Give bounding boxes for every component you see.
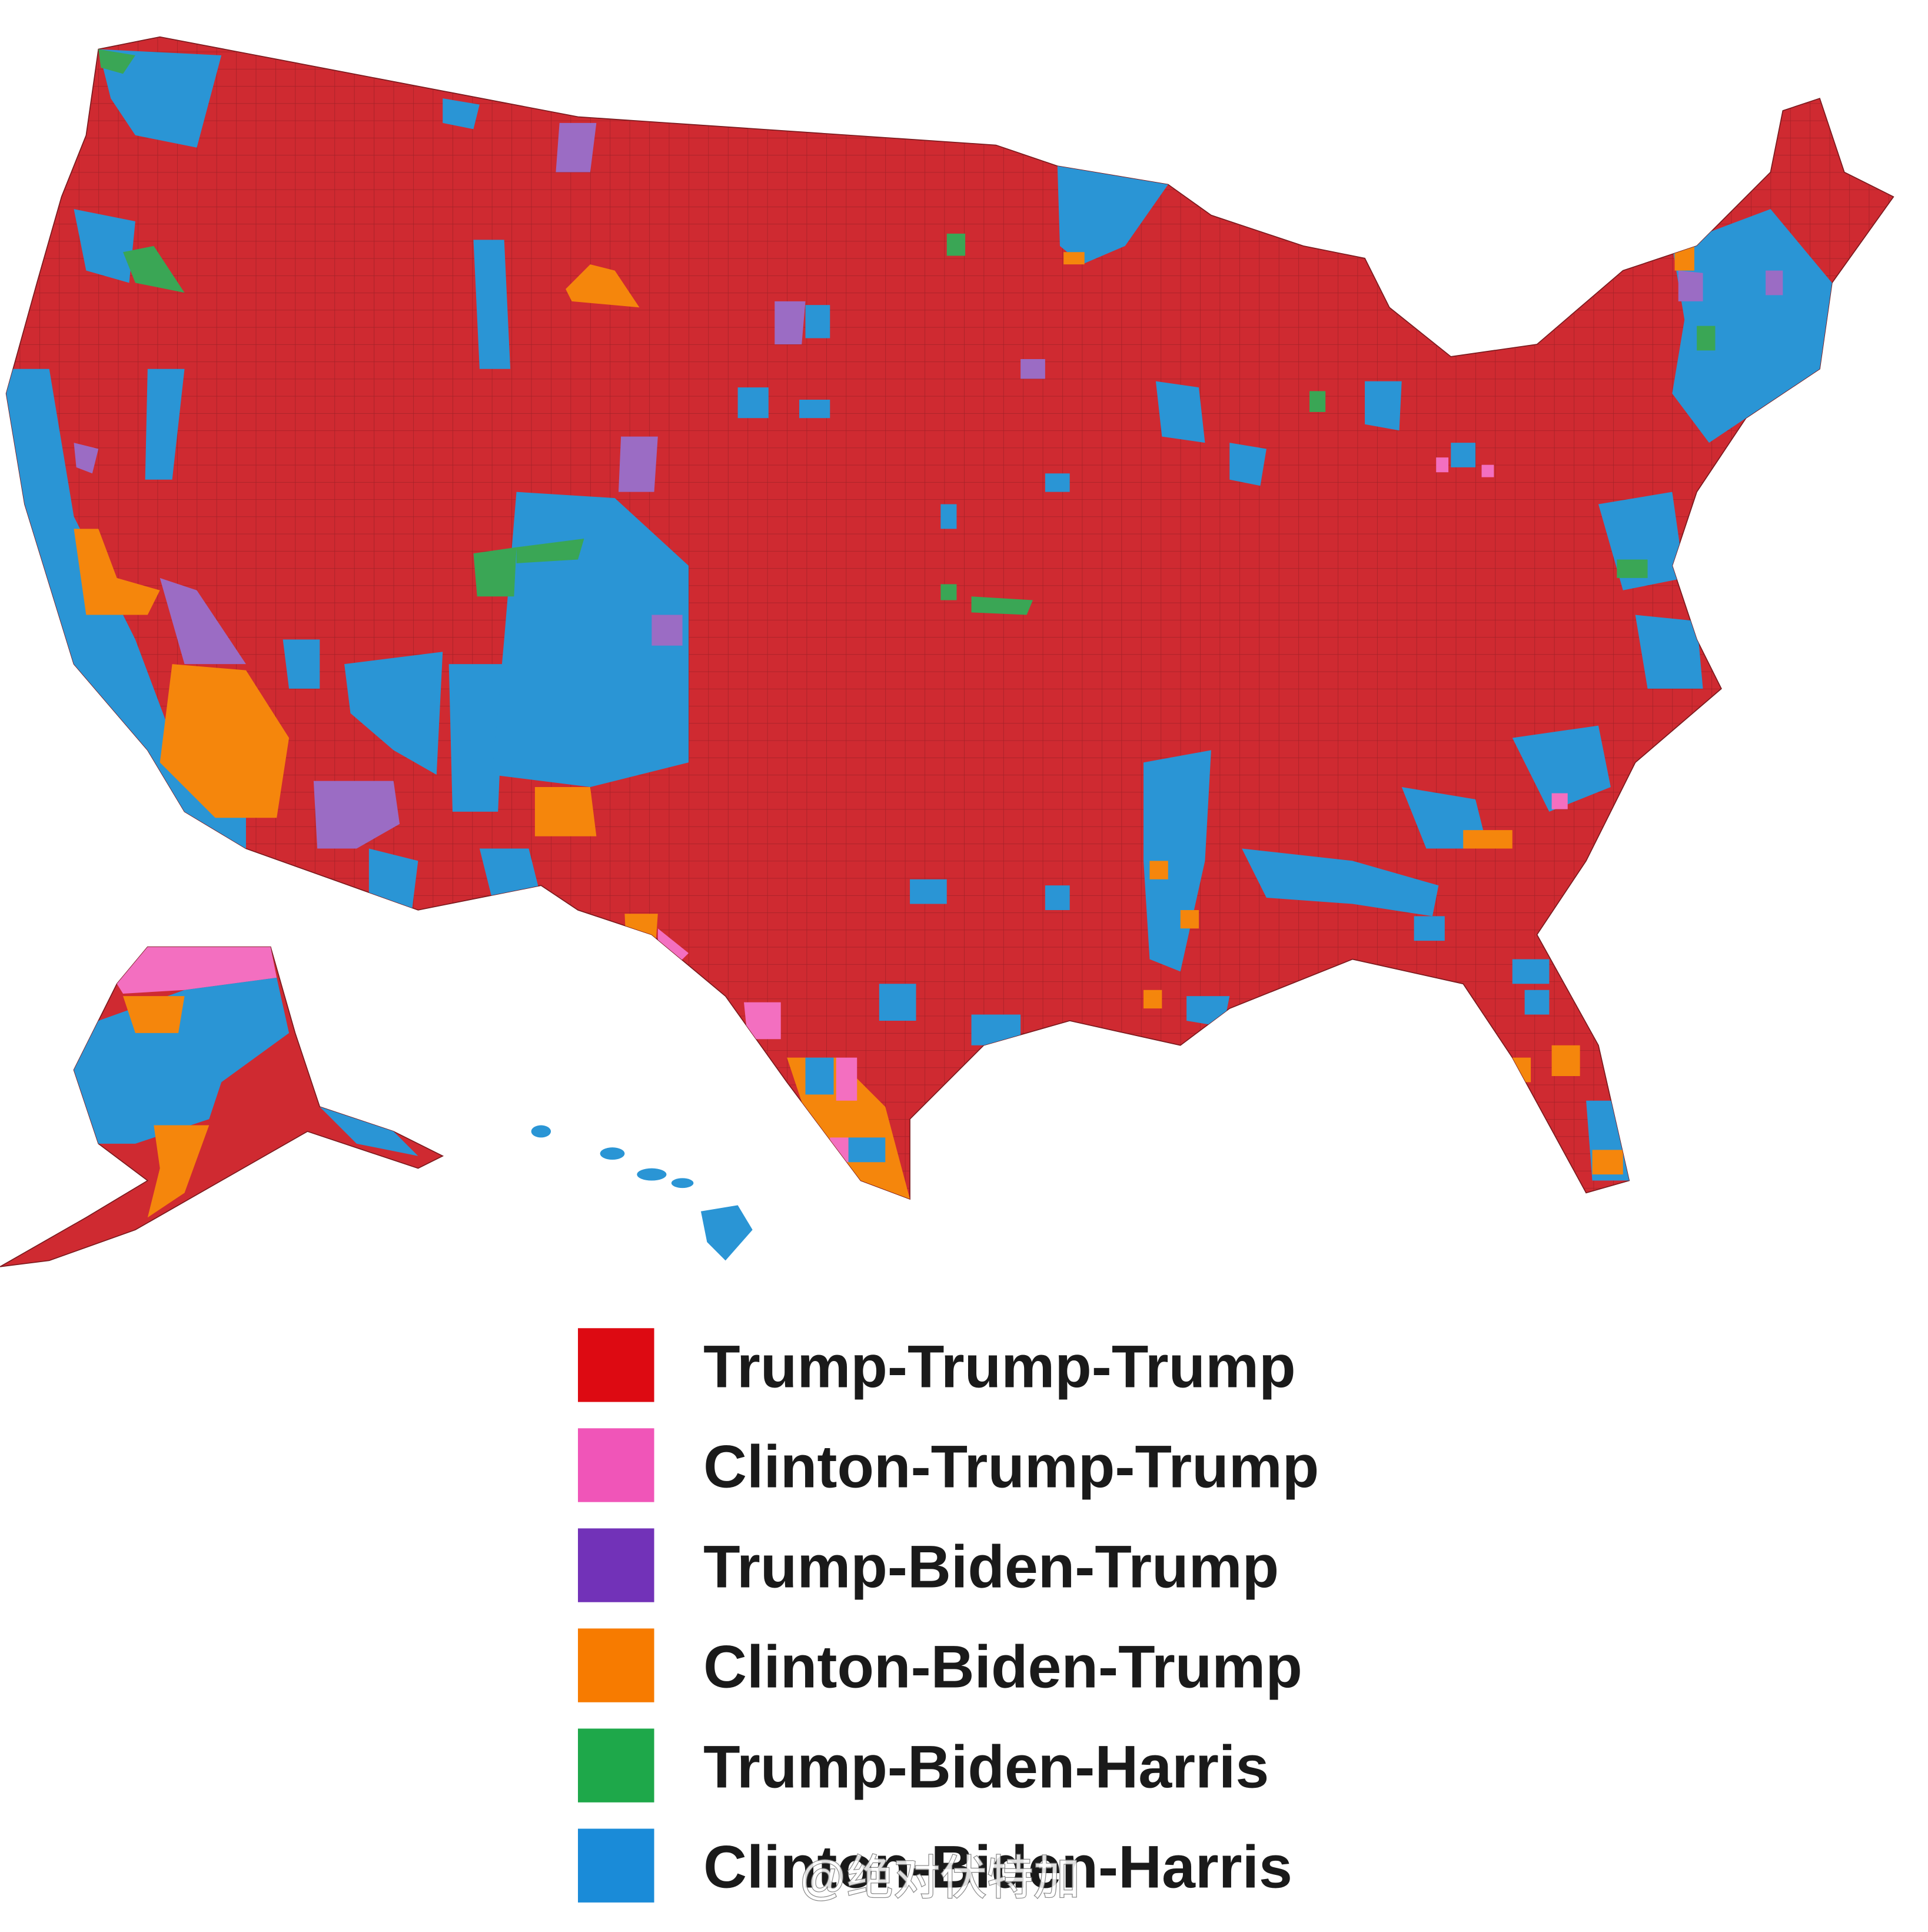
alaska [0,946,444,1267]
legend-swatch [578,1728,654,1802]
legend-label: Trump-Biden-Harris [703,1733,1269,1801]
legend-label: Clinton-Biden-Trump [703,1633,1302,1701]
legend-label: Trump-Trump-Trump [703,1332,1296,1400]
legend-swatch [578,1628,654,1702]
legend: Trump-Trump-Trump Clinton-Trump-Trump Trum… [578,1328,1319,1903]
legend-swatch [578,1828,654,1903]
legend-swatch [578,1528,654,1602]
legend-label: Trump-Biden-Trump [703,1533,1279,1601]
legend-swatch [578,1328,654,1402]
hawaii [531,1125,753,1261]
legend-label: Clinton-Trump-Trump [703,1432,1319,1500]
legend-swatch [578,1428,654,1502]
watermark: @绝对伏特加 [799,1851,1080,1904]
legend-label: Clinton-Biden-Harris [703,1833,1292,1901]
